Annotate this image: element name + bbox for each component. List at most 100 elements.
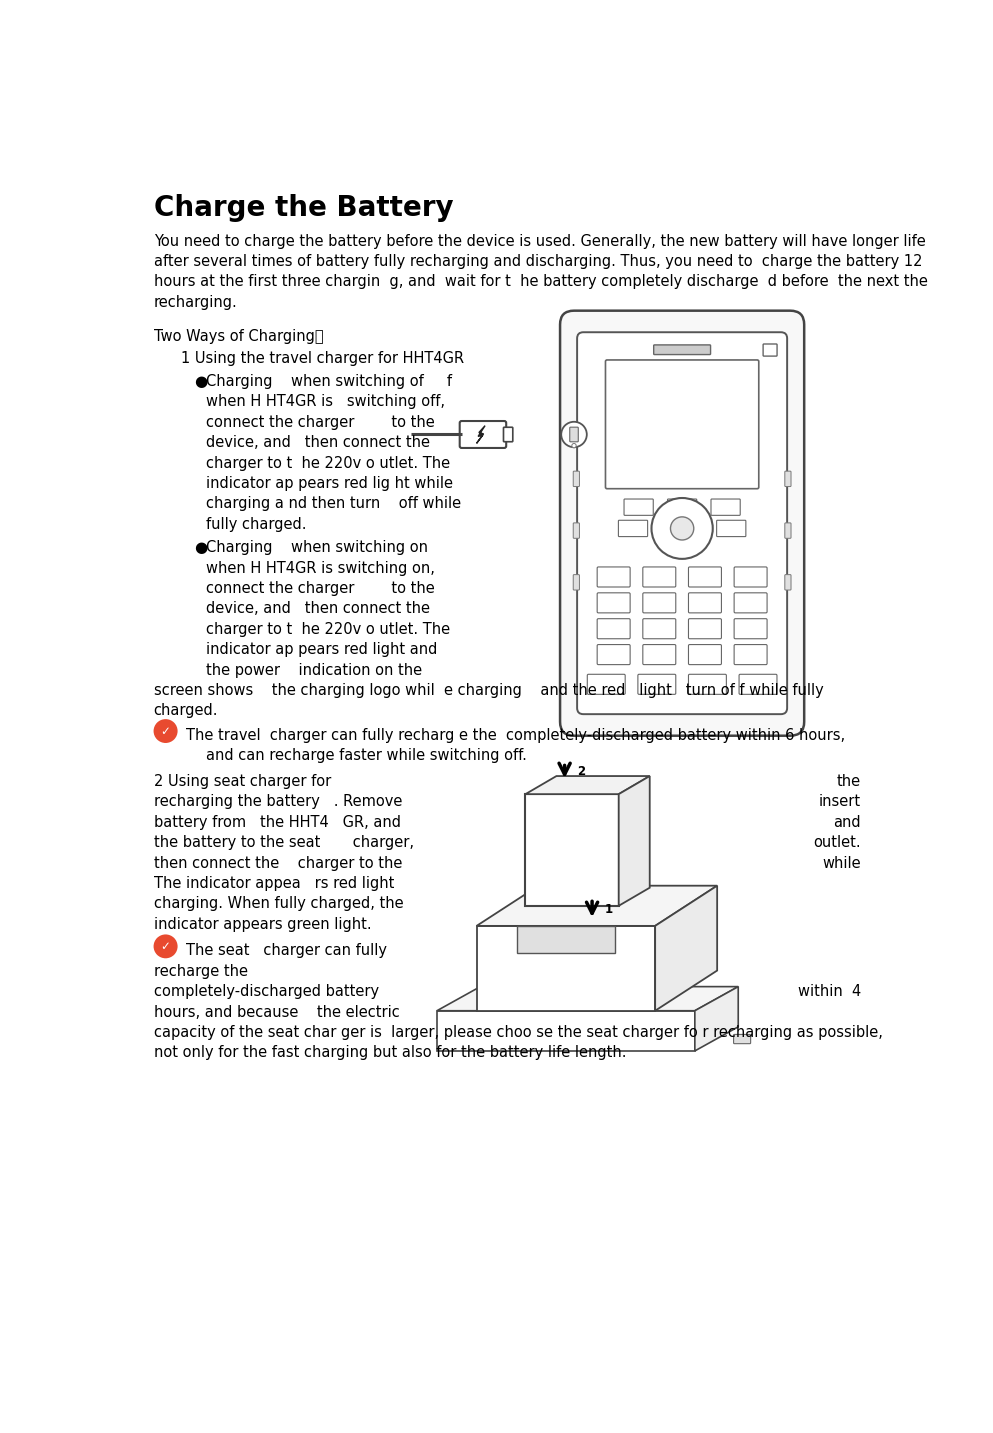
Text: Charging    when switching on: Charging when switching on: [207, 540, 428, 555]
FancyBboxPatch shape: [597, 593, 631, 613]
FancyBboxPatch shape: [573, 471, 580, 487]
Text: charger to t  he 220v o utlet. The: charger to t he 220v o utlet. The: [207, 456, 451, 470]
Polygon shape: [437, 1010, 695, 1050]
FancyBboxPatch shape: [597, 567, 631, 588]
Text: ✓: ✓: [161, 725, 171, 738]
FancyBboxPatch shape: [642, 567, 676, 588]
Text: connect the charger        to the: connect the charger to the: [207, 580, 435, 596]
Text: screen shows    the charging logo whil  e charging    and the red   light   turn: screen shows the charging logo whil e ch…: [154, 684, 823, 698]
Text: recharging the battery   . Remove: recharging the battery . Remove: [154, 794, 402, 810]
Text: completely-discharged battery: completely-discharged battery: [154, 984, 378, 999]
Text: capacity of the seat char ger is  larger, please choo se the seat charger fo r r: capacity of the seat char ger is larger,…: [154, 1025, 883, 1040]
Text: ●: ●: [194, 374, 208, 388]
Text: then connect the    charger to the: then connect the charger to the: [154, 856, 402, 870]
Polygon shape: [516, 926, 615, 953]
Text: device, and   then connect the: device, and then connect the: [207, 602, 430, 616]
FancyBboxPatch shape: [688, 593, 722, 613]
FancyBboxPatch shape: [573, 523, 580, 539]
Text: charger to t  he 220v o utlet. The: charger to t he 220v o utlet. The: [207, 622, 451, 636]
FancyBboxPatch shape: [606, 360, 759, 489]
Text: fully charged.: fully charged.: [207, 517, 307, 532]
FancyBboxPatch shape: [642, 645, 676, 665]
Polygon shape: [437, 987, 738, 1010]
FancyBboxPatch shape: [597, 645, 631, 665]
Polygon shape: [525, 777, 649, 794]
Text: The seat   charger can fully: The seat charger can fully: [186, 943, 387, 959]
FancyBboxPatch shape: [763, 344, 778, 357]
FancyBboxPatch shape: [642, 593, 676, 613]
FancyBboxPatch shape: [734, 619, 767, 639]
FancyBboxPatch shape: [503, 427, 512, 441]
FancyBboxPatch shape: [688, 645, 722, 665]
Circle shape: [670, 517, 694, 540]
Text: charging. When fully charged, the: charging. When fully charged, the: [154, 896, 403, 911]
Text: after several times of battery fully recharging and discharging. Thus, you need : after several times of battery fully rec…: [154, 254, 922, 269]
Circle shape: [561, 421, 587, 447]
FancyBboxPatch shape: [619, 520, 647, 536]
Polygon shape: [619, 777, 649, 906]
FancyBboxPatch shape: [653, 345, 711, 354]
Text: 1: 1: [605, 903, 613, 916]
Text: The indicator appea   rs red light: The indicator appea rs red light: [154, 876, 394, 891]
Circle shape: [572, 443, 576, 447]
Text: ✓: ✓: [161, 940, 171, 953]
Text: connect the charger        to the: connect the charger to the: [207, 414, 435, 430]
FancyBboxPatch shape: [734, 567, 767, 588]
Text: when H HT4GR is   switching off,: when H HT4GR is switching off,: [207, 394, 445, 410]
Text: charging a nd then turn    off while: charging a nd then turn off while: [207, 496, 462, 512]
Text: The travel  charger can fully recharg e the  completely-discharged battery withi: The travel charger can fully recharg e t…: [186, 728, 845, 742]
Text: 2: 2: [577, 765, 585, 778]
Text: 2 Using seat charger for: 2 Using seat charger for: [154, 774, 331, 790]
Text: within  4: within 4: [798, 984, 861, 999]
Text: the power    indication on the: the power indication on the: [207, 662, 422, 678]
Polygon shape: [477, 426, 486, 443]
Circle shape: [154, 934, 178, 959]
FancyBboxPatch shape: [784, 523, 791, 539]
FancyBboxPatch shape: [734, 593, 767, 613]
Text: the: the: [837, 774, 861, 790]
FancyBboxPatch shape: [573, 575, 580, 590]
FancyBboxPatch shape: [570, 427, 578, 441]
Polygon shape: [695, 987, 738, 1050]
FancyBboxPatch shape: [711, 499, 740, 516]
Text: battery from   the HHT4   GR, and: battery from the HHT4 GR, and: [154, 815, 400, 830]
Text: 1 Using the travel charger for HHT4GR: 1 Using the travel charger for HHT4GR: [181, 351, 464, 367]
Text: device, and   then connect the: device, and then connect the: [207, 436, 430, 450]
FancyBboxPatch shape: [688, 567, 722, 588]
Polygon shape: [477, 886, 717, 926]
FancyBboxPatch shape: [734, 1035, 751, 1043]
FancyBboxPatch shape: [784, 575, 791, 590]
FancyBboxPatch shape: [667, 499, 697, 516]
Text: recharge the: recharge the: [154, 964, 247, 979]
FancyBboxPatch shape: [624, 499, 653, 516]
FancyBboxPatch shape: [717, 520, 746, 536]
Text: hours at the first three chargin  g, and  wait for t  he battery completely disc: hours at the first three chargin g, and …: [154, 274, 927, 289]
Polygon shape: [477, 926, 655, 1010]
Text: indicator ap pears red lig ht while: indicator ap pears red lig ht while: [207, 476, 453, 492]
Text: insert: insert: [819, 794, 861, 810]
Text: You need to charge the battery before the device is used. Generally, the new bat: You need to charge the battery before th…: [154, 234, 925, 248]
Circle shape: [154, 719, 178, 742]
Text: and can recharge faster while switching off.: and can recharge faster while switching …: [207, 748, 527, 764]
FancyBboxPatch shape: [587, 675, 626, 695]
FancyBboxPatch shape: [739, 675, 777, 695]
FancyBboxPatch shape: [784, 471, 791, 487]
Text: recharging.: recharging.: [154, 295, 237, 310]
FancyBboxPatch shape: [734, 645, 767, 665]
FancyBboxPatch shape: [638, 675, 676, 695]
FancyBboxPatch shape: [577, 332, 787, 714]
FancyBboxPatch shape: [460, 421, 506, 449]
FancyBboxPatch shape: [688, 675, 726, 695]
FancyBboxPatch shape: [560, 311, 804, 735]
Text: hours, and because    the electric: hours, and because the electric: [154, 1005, 399, 1019]
FancyBboxPatch shape: [597, 619, 631, 639]
Text: the battery to the seat       charger,: the battery to the seat charger,: [154, 835, 413, 850]
Text: and: and: [833, 815, 861, 830]
Text: Two Ways of Charging：: Two Ways of Charging：: [154, 330, 323, 344]
FancyBboxPatch shape: [688, 619, 722, 639]
Polygon shape: [655, 886, 717, 1010]
Text: Charge the Battery: Charge the Battery: [154, 193, 453, 222]
Text: ●: ●: [194, 540, 208, 555]
Text: outlet.: outlet.: [813, 835, 861, 850]
Text: when H HT4GR is switching on,: when H HT4GR is switching on,: [207, 560, 435, 576]
